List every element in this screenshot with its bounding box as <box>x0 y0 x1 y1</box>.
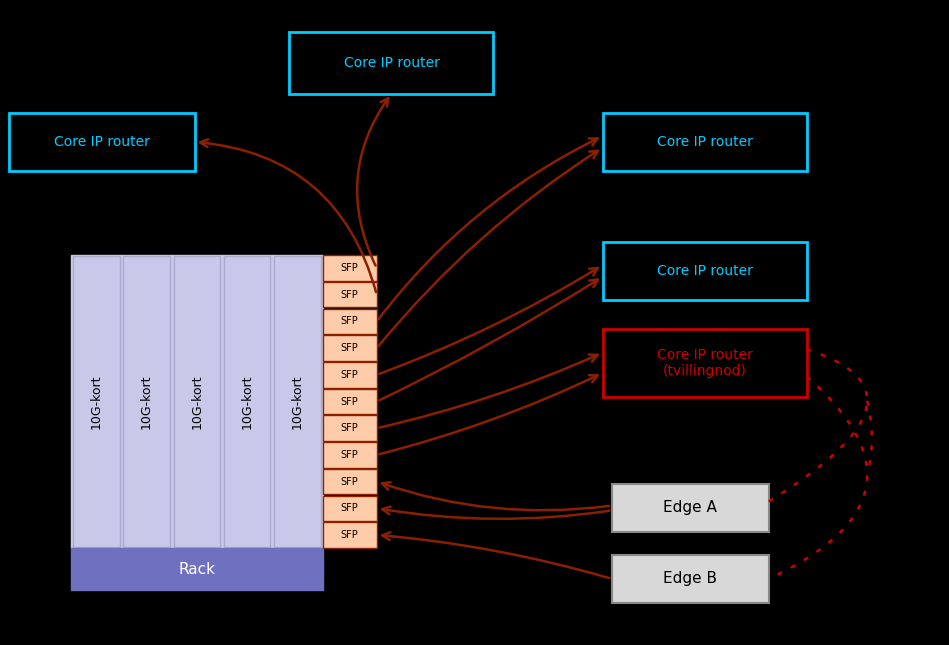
Text: SFP: SFP <box>341 263 359 273</box>
FancyBboxPatch shape <box>323 335 377 361</box>
FancyBboxPatch shape <box>323 389 377 414</box>
FancyArrowPatch shape <box>379 151 598 346</box>
Text: Rack: Rack <box>178 562 215 577</box>
FancyArrowPatch shape <box>382 506 609 519</box>
FancyBboxPatch shape <box>71 548 323 590</box>
FancyArrowPatch shape <box>200 139 376 292</box>
FancyBboxPatch shape <box>9 113 195 171</box>
Text: 10G-kort: 10G-kort <box>291 374 304 429</box>
Text: 10G-kort: 10G-kort <box>241 374 253 429</box>
FancyArrowPatch shape <box>380 280 598 401</box>
FancyBboxPatch shape <box>612 555 769 603</box>
FancyBboxPatch shape <box>612 484 769 532</box>
FancyBboxPatch shape <box>323 255 377 281</box>
FancyBboxPatch shape <box>289 32 493 94</box>
FancyBboxPatch shape <box>323 309 377 334</box>
FancyBboxPatch shape <box>224 256 270 547</box>
Text: Edge B: Edge B <box>663 571 717 586</box>
Text: SFP: SFP <box>341 397 359 406</box>
Text: SFP: SFP <box>341 477 359 486</box>
FancyBboxPatch shape <box>323 442 377 468</box>
FancyArrowPatch shape <box>357 98 388 266</box>
Text: SFP: SFP <box>341 450 359 460</box>
FancyBboxPatch shape <box>323 282 377 308</box>
FancyBboxPatch shape <box>71 255 323 548</box>
Text: 10G-kort: 10G-kort <box>140 374 153 429</box>
Text: SFP: SFP <box>341 343 359 353</box>
FancyArrowPatch shape <box>380 268 598 374</box>
FancyBboxPatch shape <box>603 113 807 171</box>
Text: Core IP router: Core IP router <box>344 56 439 70</box>
Text: 10G-kort: 10G-kort <box>191 374 203 429</box>
FancyBboxPatch shape <box>323 415 377 441</box>
Text: SFP: SFP <box>341 317 359 326</box>
FancyArrowPatch shape <box>382 532 609 578</box>
FancyBboxPatch shape <box>323 362 377 388</box>
FancyBboxPatch shape <box>323 469 377 494</box>
Text: Edge A: Edge A <box>663 501 717 515</box>
FancyArrowPatch shape <box>379 139 598 319</box>
Text: Core IP router: Core IP router <box>54 135 150 149</box>
FancyBboxPatch shape <box>123 256 170 547</box>
FancyBboxPatch shape <box>603 242 807 300</box>
FancyBboxPatch shape <box>323 522 377 548</box>
FancyBboxPatch shape <box>274 256 321 547</box>
Text: Core IP router: Core IP router <box>657 135 753 149</box>
Text: SFP: SFP <box>341 370 359 380</box>
FancyArrowPatch shape <box>380 355 598 428</box>
Text: Core IP router
(tvillingnod): Core IP router (tvillingnod) <box>657 348 753 378</box>
Text: Core IP router: Core IP router <box>657 264 753 278</box>
FancyBboxPatch shape <box>603 329 807 397</box>
Text: SFP: SFP <box>341 503 359 513</box>
FancyArrowPatch shape <box>382 482 609 510</box>
FancyBboxPatch shape <box>174 256 220 547</box>
Text: SFP: SFP <box>341 530 359 540</box>
FancyArrowPatch shape <box>380 375 598 454</box>
Text: 10G-kort: 10G-kort <box>90 374 102 429</box>
Text: SFP: SFP <box>341 290 359 300</box>
FancyBboxPatch shape <box>73 256 120 547</box>
FancyBboxPatch shape <box>323 495 377 521</box>
Text: SFP: SFP <box>341 423 359 433</box>
